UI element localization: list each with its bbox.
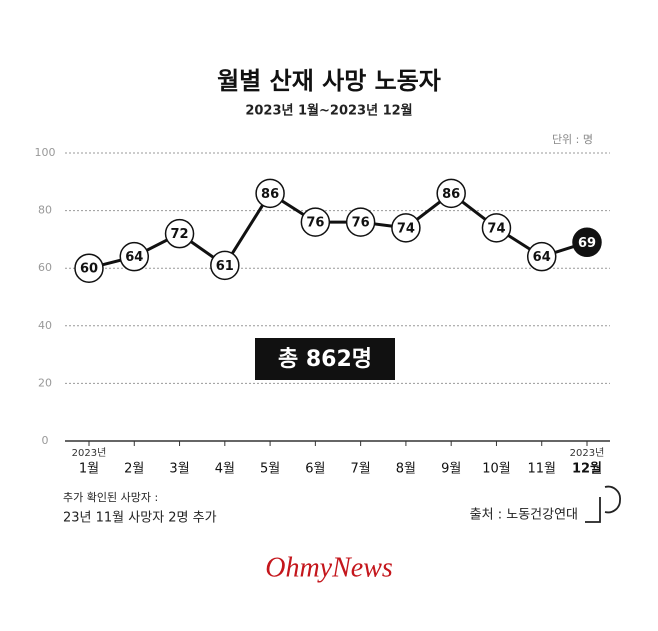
- y-tick-label: 20: [38, 376, 52, 389]
- data-point: [119, 241, 150, 272]
- data-label: 69: [578, 236, 596, 251]
- x-tick-label: 11월: [527, 462, 556, 477]
- data-point: [572, 227, 602, 258]
- chart-subtitle: 2023년 1월~2023년 12월: [245, 103, 412, 119]
- data-point: [164, 218, 195, 249]
- data-label: 76: [352, 216, 370, 231]
- data-point: [391, 213, 421, 243]
- data-point: [74, 253, 104, 283]
- x-tick-label: 7월: [351, 462, 371, 477]
- y-tick-label: 40: [38, 319, 52, 332]
- y-tick-label: 100: [35, 146, 56, 159]
- x-tick-label: 12월: [572, 461, 602, 477]
- source: 출처 : 노동건강연대: [470, 508, 578, 523]
- data-label: 74: [397, 221, 415, 236]
- data-point: [255, 178, 285, 209]
- x-tick-label: 5월: [260, 462, 280, 477]
- data-point: [300, 207, 331, 237]
- data-point: [436, 178, 466, 209]
- x-tick-label: 6월: [305, 462, 325, 477]
- data-point: [481, 213, 512, 243]
- data-point: [345, 207, 376, 237]
- data-label: 86: [261, 187, 279, 202]
- x-tick-label: 4월: [215, 462, 235, 477]
- x-tick-label: 3월: [169, 462, 189, 477]
- note: 23년 11월 사망자 2명 추가: [63, 511, 217, 526]
- data-point: [210, 250, 240, 281]
- y-tick-label: 0: [42, 434, 49, 447]
- unit-label: 단위 : 명: [552, 133, 593, 146]
- data-point: [526, 241, 557, 272]
- y-tick-label: 80: [38, 204, 52, 217]
- x-tick-label: 1월: [79, 462, 99, 477]
- data-label: 86: [442, 187, 460, 202]
- note: 추가 확인된 사망자 :: [63, 491, 158, 504]
- data-label: 61: [216, 259, 234, 274]
- total-box: [255, 338, 395, 380]
- data-label: 64: [125, 250, 143, 265]
- x-tick-label: 2월: [124, 462, 144, 477]
- source-logo: [585, 485, 621, 523]
- data-label: 60: [80, 262, 98, 277]
- x-tick-sublabel: 2023년: [72, 447, 107, 459]
- brand-logo: OhmyNews: [265, 552, 393, 583]
- x-tick-sublabel: 2023년: [570, 447, 605, 459]
- total-annotation: 총 862명: [278, 347, 372, 372]
- x-tick-label: 9월: [441, 462, 461, 477]
- x-tick-label: 8월: [396, 462, 416, 477]
- data-label: 76: [306, 216, 324, 231]
- chart-title: 월별 산재 사망 노동자: [217, 67, 441, 95]
- x-tick-label: 10월: [482, 462, 511, 477]
- data-label: 74: [487, 221, 505, 236]
- data-label: 72: [170, 227, 188, 242]
- data-label: 64: [533, 250, 551, 265]
- y-tick-label: 60: [38, 261, 52, 274]
